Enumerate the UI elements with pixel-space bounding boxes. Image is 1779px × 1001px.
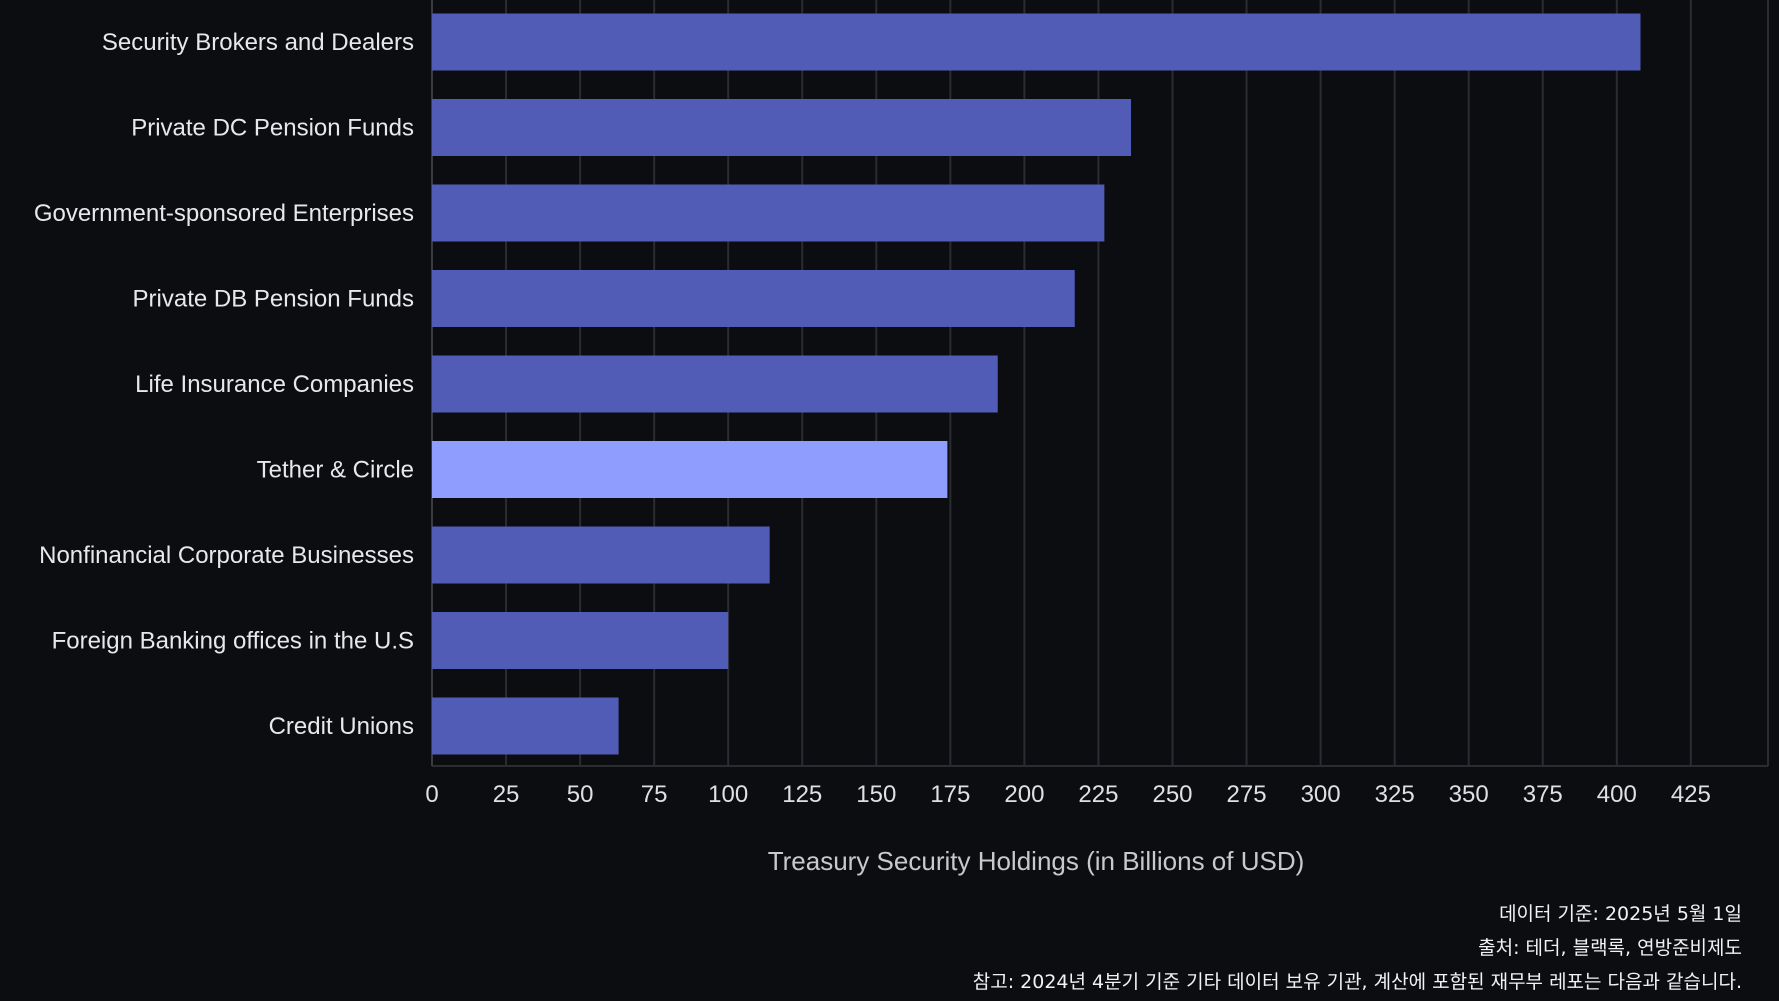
- category-labels: Security Brokers and Dealers Private DC P…: [34, 29, 414, 740]
- bar: [432, 526, 770, 584]
- x-tick-label: 50: [567, 781, 594, 808]
- footnotes: 데이터 기준: 2025년 5월 1일 출처: 테더, 블랙록, 연방준비제도 …: [973, 897, 1742, 999]
- bars: [432, 13, 1641, 755]
- bar: [432, 13, 1641, 71]
- x-tick-label: 75: [641, 781, 668, 808]
- bar: [432, 184, 1105, 242]
- bar: [432, 355, 998, 413]
- x-tick-label: 200: [1004, 781, 1044, 808]
- bar-highlight: [432, 441, 948, 498]
- category-label: Life Insurance Companies: [135, 371, 414, 398]
- category-label: Private DB Pension Funds: [133, 286, 414, 313]
- x-axis-ticks: 0 25 50 75 100 125 150 175 200 225 250 275 300 325 350…: [425, 781, 1711, 808]
- x-tick-label: 375: [1523, 781, 1563, 808]
- x-tick-label: 300: [1301, 781, 1341, 808]
- x-tick-label: 350: [1449, 781, 1489, 808]
- category-label: Tether & Circle: [257, 457, 414, 484]
- data-date-note: 데이터 기준: 2025년 5월 1일: [1499, 903, 1742, 925]
- x-tick-label: 0: [425, 781, 438, 808]
- x-tick-label: 400: [1597, 781, 1637, 808]
- category-label: Government-sponsored Enterprises: [34, 200, 414, 227]
- category-label: Nonfinancial Corporate Businesses: [39, 542, 414, 569]
- bar: [432, 270, 1075, 327]
- bar: [432, 612, 729, 669]
- x-tick-label: 425: [1671, 781, 1711, 808]
- category-label: Foreign Banking offices in the U.S: [52, 628, 414, 655]
- category-label: Security Brokers and Dealers: [102, 29, 414, 56]
- x-tick-label: 25: [493, 781, 520, 808]
- treasury-holdings-bar-chart: Security Brokers and Dealers Private DC P…: [34, 0, 1769, 876]
- x-tick-label: 225: [1078, 781, 1118, 808]
- bar: [432, 99, 1132, 156]
- x-tick-label: 175: [930, 781, 970, 808]
- source-note: 출처: 테더, 블랙록, 연방준비제도: [1478, 937, 1742, 959]
- x-tick-label: 250: [1152, 781, 1192, 808]
- x-axis-title: Treasury Security Holdings (in Billions …: [768, 846, 1305, 876]
- x-tick-label: 325: [1375, 781, 1415, 808]
- category-label: Credit Unions: [269, 713, 414, 740]
- bar: [432, 697, 619, 755]
- x-tick-label: 125: [782, 781, 822, 808]
- x-tick-label: 100: [708, 781, 748, 808]
- x-tick-label: 150: [856, 781, 896, 808]
- category-label: Private DC Pension Funds: [131, 115, 414, 142]
- x-tick-label: 275: [1227, 781, 1267, 808]
- reference-note: 참고: 2024년 4분기 기준 기타 데이터 보유 기관, 계산에 포함된 재…: [972, 971, 1742, 993]
